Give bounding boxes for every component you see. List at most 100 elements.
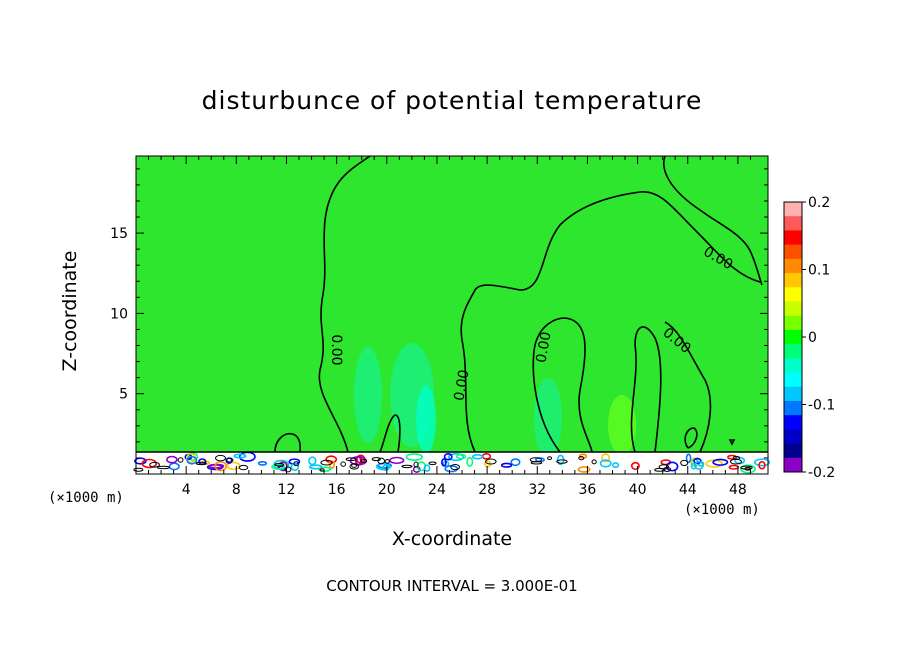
contour-label: 0.00	[451, 369, 472, 402]
colorbar-swatch	[784, 244, 802, 260]
colorbar-tick-label: 0.2	[808, 195, 830, 211]
x-tick-label: 48	[729, 482, 747, 498]
y-axis: 5 10 15	[110, 168, 768, 459]
surface-eddy	[732, 455, 741, 461]
surface-eddy	[599, 459, 612, 468]
surface-eddy	[578, 453, 588, 459]
surface-eddy	[318, 466, 332, 473]
x-tick-label: 16	[328, 482, 346, 498]
cold-anomaly	[416, 386, 436, 454]
surface-eddy	[591, 459, 597, 465]
surface-eddy	[423, 464, 431, 472]
surface-eddy	[758, 460, 766, 470]
surface-eddy	[133, 467, 144, 472]
y-tick-label: 5	[119, 387, 128, 403]
surface-eddy	[754, 458, 771, 467]
x-tick-label: 36	[579, 482, 597, 498]
surface-eddy	[447, 453, 465, 462]
surface-eddy	[371, 457, 381, 462]
surface-eddy	[450, 464, 461, 471]
colorbar-swatch	[784, 329, 802, 345]
surface-eddy	[384, 459, 390, 464]
surface-eddy	[510, 458, 521, 467]
contour-line	[318, 155, 371, 453]
surface-turbulence	[133, 451, 771, 474]
x-tick-label: 32	[528, 482, 546, 498]
surface-eddy	[168, 462, 180, 471]
colorbar-swatch	[784, 230, 802, 246]
cold-anomaly	[354, 347, 382, 443]
contour-line	[630, 326, 662, 453]
surface-eddy	[271, 464, 286, 470]
x-tick-label: 20	[378, 482, 396, 498]
surface-eddy	[308, 456, 317, 466]
surface-eddy	[320, 459, 333, 466]
surface-eddy	[690, 462, 697, 470]
surface-eddy	[215, 454, 227, 462]
surface-eddy	[349, 463, 359, 470]
contour-line	[663, 155, 763, 286]
surface-eddy	[290, 462, 300, 472]
x-tick-label: 40	[629, 482, 647, 498]
surface-eddy	[195, 461, 207, 466]
surface-eddy	[443, 452, 453, 461]
colorbar-swatch	[784, 258, 802, 274]
y-tick-label: 15	[110, 226, 128, 242]
surface-eddy	[485, 458, 497, 465]
surface-eddy	[293, 461, 300, 467]
colorbar-swatch	[784, 344, 802, 359]
colorbar-swatch	[784, 273, 802, 288]
surface-eddy	[413, 461, 419, 468]
surface-eddy	[401, 464, 413, 469]
colorbar-swatch	[784, 358, 802, 374]
surface-eddy	[186, 455, 198, 465]
surface-eddy	[744, 466, 752, 471]
surface-eddy	[500, 462, 513, 468]
surface-eddy	[630, 461, 640, 470]
surface-eddy	[141, 458, 158, 469]
surface-eddy	[134, 457, 147, 465]
surface-eddy	[274, 463, 285, 467]
surface-eddy	[156, 465, 170, 470]
cold-anomaly	[608, 395, 636, 455]
colorbar-swatch	[784, 287, 802, 302]
x-unit-label-left: (×1000 m)	[48, 490, 124, 506]
colorbar-tick-label: -0.1	[808, 398, 835, 414]
contour-line	[684, 427, 698, 449]
surface-eddy	[612, 462, 620, 469]
surface-eddy	[577, 466, 591, 473]
x-tick-label: 24	[428, 482, 446, 498]
colorbar-swatch	[784, 400, 802, 416]
surface-eddy	[257, 461, 268, 466]
surface-eddy	[284, 466, 292, 473]
contour-line	[532, 317, 593, 453]
surface-eddy	[389, 456, 405, 465]
surface-eddy	[238, 464, 249, 471]
surface-eddy	[177, 457, 184, 463]
colorbar-swatch	[784, 415, 802, 430]
colorbar-swatch	[784, 457, 802, 473]
surface-eddy	[556, 459, 568, 464]
x-tick-label: 28	[478, 482, 496, 498]
contour-line	[379, 414, 401, 453]
colorbar-swatch	[784, 443, 802, 459]
surface-eddy	[471, 453, 484, 460]
surface-eddy	[740, 464, 756, 474]
x-tick-label: 12	[278, 482, 296, 498]
surface-eddy	[712, 458, 729, 466]
x-axis-label: X-coordinate	[391, 528, 513, 550]
colorbar-swatch	[784, 301, 802, 317]
x-tick-label: 44	[679, 482, 697, 498]
surface-eddy	[685, 453, 692, 464]
surface-eddy	[149, 461, 160, 468]
contour-line	[664, 321, 712, 453]
surface-eddy	[727, 454, 737, 460]
colorbar-tick-label: 0	[808, 330, 817, 346]
surface-eddy	[214, 460, 228, 472]
surface-eddy	[529, 457, 542, 463]
colorbar-tick-label: -0.2	[808, 465, 835, 481]
contour-label: 0.00	[328, 334, 344, 365]
surface-eddy	[405, 453, 423, 462]
colorbar-tick-label: 0.1	[808, 263, 830, 279]
